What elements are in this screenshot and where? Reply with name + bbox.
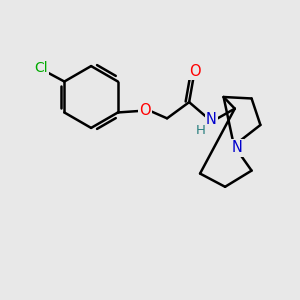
Text: Cl: Cl xyxy=(34,61,48,75)
Text: O: O xyxy=(189,64,201,79)
Text: O: O xyxy=(139,103,151,118)
Text: N: N xyxy=(206,112,217,127)
Text: N: N xyxy=(232,140,243,155)
Text: H: H xyxy=(195,124,205,136)
